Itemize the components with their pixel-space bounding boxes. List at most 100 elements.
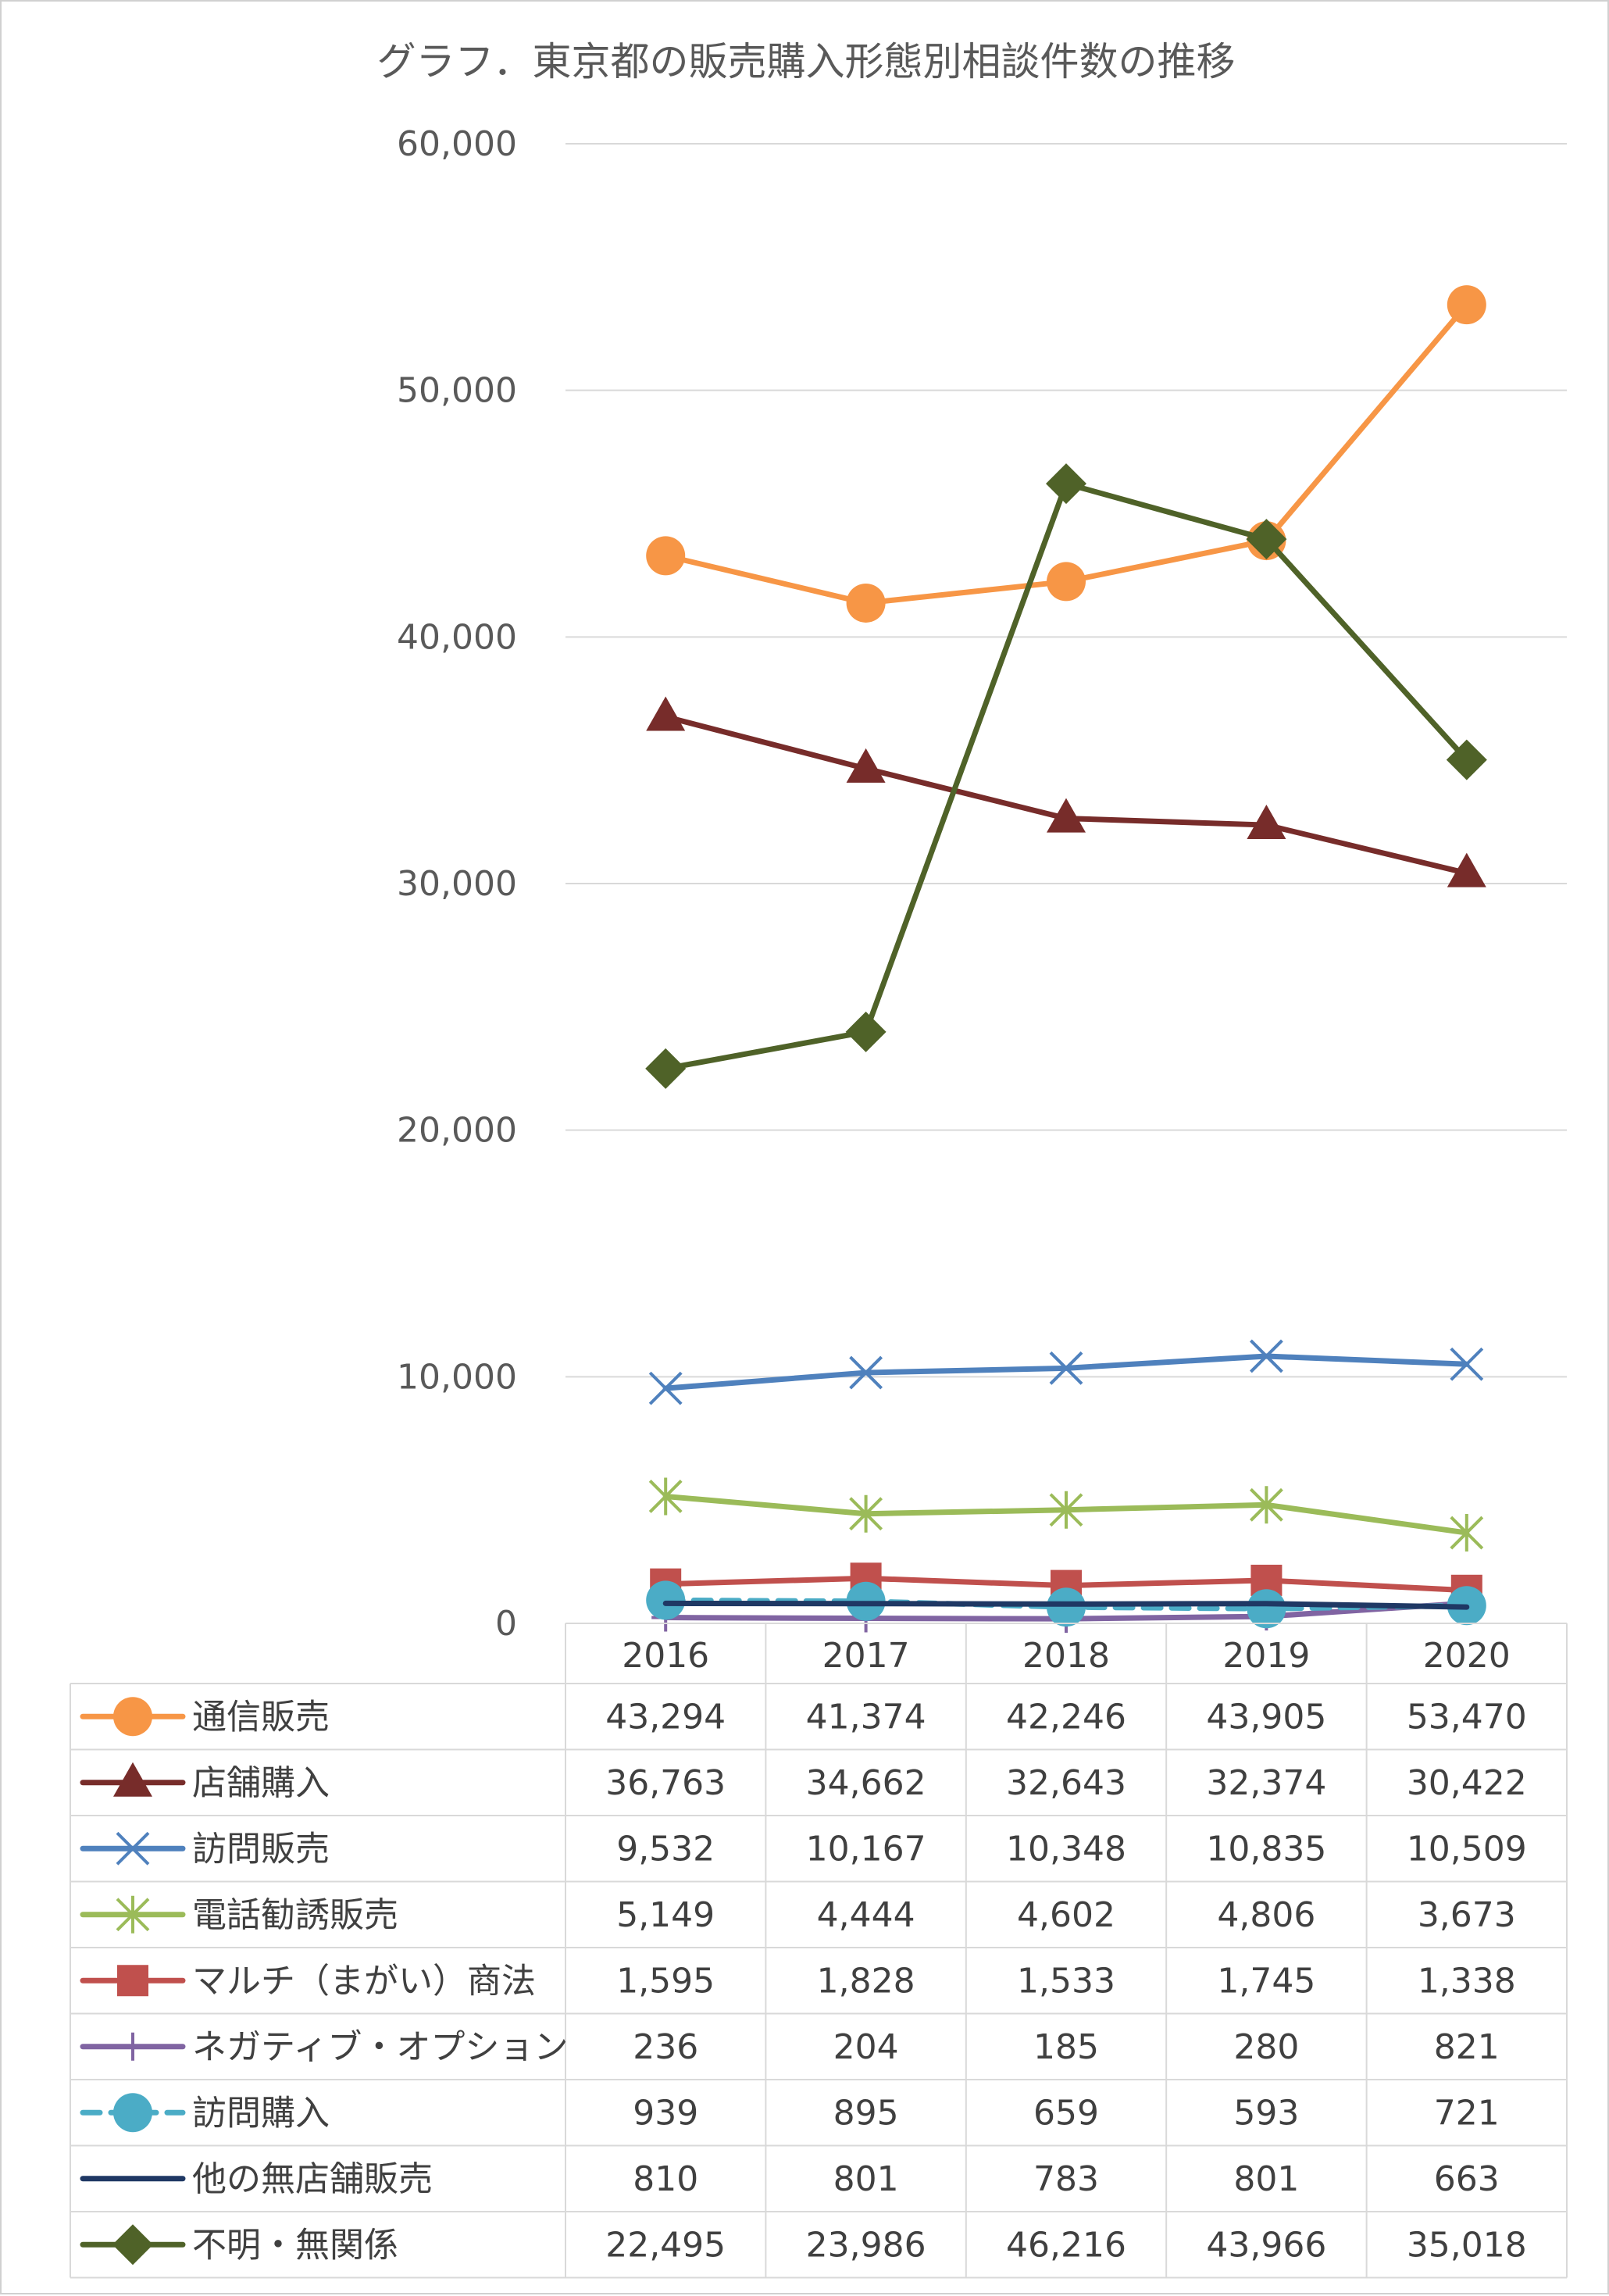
data-label: 821	[1434, 2027, 1500, 2067]
series-line	[662, 302, 1470, 606]
legend-label: 電話勧誘販売	[192, 1895, 398, 1935]
data-label: 43,966	[1206, 2225, 1326, 2265]
legend-key-marker	[113, 1762, 152, 1797]
data-label: 43,905	[1206, 1697, 1326, 1737]
x-tick-label: 2017	[822, 1636, 910, 1676]
data-point	[1450, 1347, 1484, 1381]
data-label: 721	[1434, 2093, 1500, 2133]
y-tick-label: 60,000	[397, 124, 517, 164]
data-point	[645, 1048, 687, 1089]
legend-key-marker	[116, 1831, 150, 1866]
x-tick-label: 2020	[1423, 1636, 1511, 1676]
legend-key-marker	[113, 1697, 152, 1737]
legend-label: ネガティブ・オプション	[192, 2027, 568, 2067]
table-row: 不明・無関係 22,495 23,986 46,216 43,966 35,018	[80, 2224, 1527, 2266]
table-row: 他の無店舗販売 810 801 783 801 663	[80, 2159, 1500, 2199]
data-table: 2016 2017 2018 2019 2020 通信販売 43,294 41,374 42,2…	[70, 1623, 1568, 2279]
data-label: 280	[1233, 2027, 1299, 2067]
series-lines	[645, 285, 1487, 1634]
data-label: 53,470	[1407, 1697, 1527, 1737]
legend-label: 訪問購入	[192, 2093, 330, 2133]
legend-key-marker	[117, 1965, 148, 1997]
data-point	[845, 1011, 887, 1052]
x-tick-label: 2016	[622, 1636, 709, 1676]
data-point	[646, 696, 686, 731]
data-label: 1,533	[1017, 1961, 1115, 2001]
data-point	[648, 1477, 683, 1516]
legend-key-marker	[119, 2032, 147, 2061]
data-label: 41,374	[806, 1697, 926, 1737]
data-label: 659	[1033, 2093, 1099, 2133]
table-row: 通信販売 43,294 41,374 42,246 43,905 53,470	[80, 1697, 1527, 1737]
data-label: 1,595	[616, 1961, 715, 2001]
data-point	[646, 1580, 686, 1620]
data-point	[1447, 285, 1486, 325]
y-tick-label: 50,000	[397, 371, 517, 411]
data-label: 46,216	[1006, 2225, 1126, 2265]
data-label: 10,835	[1206, 1829, 1326, 1869]
data-label: 3,673	[1418, 1895, 1516, 1935]
series-line	[662, 1353, 1470, 1391]
data-label: 663	[1434, 2159, 1500, 2199]
data-label: 30,422	[1407, 1763, 1527, 1803]
series-1	[646, 285, 1486, 623]
data-label: 939	[633, 2093, 698, 2133]
y-tick-label: 40,000	[397, 617, 517, 657]
data-label: 22,495	[605, 2225, 726, 2265]
data-point	[646, 536, 686, 576]
data-label: 5,149	[616, 1895, 715, 1935]
table-row: マルチ（まがい）商法 1,595 1,828 1,533 1,745 1,338	[80, 1961, 1516, 2001]
data-point	[1446, 739, 1487, 780]
series-8	[662, 1600, 1470, 1610]
data-label: 10,509	[1407, 1829, 1527, 1869]
data-point	[1047, 562, 1086, 602]
data-label: 1,828	[817, 1961, 915, 2001]
legend-label: 店舗購入	[192, 1763, 330, 1803]
data-label: 4,806	[1217, 1895, 1315, 1935]
data-point	[648, 1371, 683, 1405]
data-label: 9,532	[616, 1829, 715, 1869]
data-point	[1049, 1491, 1083, 1529]
y-tick-label: 10,000	[397, 1357, 517, 1397]
data-point	[1447, 852, 1486, 887]
legend-key-marker	[116, 1895, 150, 1934]
data-label: 185	[1033, 2027, 1099, 2067]
data-label: 43,294	[605, 1697, 726, 1737]
data-point	[1049, 1351, 1083, 1385]
data-point	[849, 1355, 883, 1390]
legend-label: 訪問販売	[192, 1829, 330, 1869]
data-label: 10,348	[1006, 1829, 1126, 1869]
data-label: 34,662	[806, 1763, 926, 1803]
data-label: 593	[1233, 2093, 1299, 2133]
table-row: 店舗購入 36,763 34,662 32,643 32,374 30,422	[80, 1762, 1527, 1803]
data-label: 36,763	[605, 1763, 726, 1803]
data-point	[1047, 798, 1086, 833]
data-point	[1046, 463, 1086, 505]
table-row: ネガティブ・オプション 236 204 185 280 821	[80, 2027, 1500, 2067]
data-point	[846, 748, 886, 783]
legend-label: 不明・無関係	[192, 2225, 398, 2265]
table-row: 訪問販売 9,532 10,167 10,348 10,835 10,509	[80, 1829, 1527, 1869]
legend-label: マルチ（まがい）商法	[192, 1961, 536, 2001]
table-row: 訪問購入 939 895 659 593 721	[80, 2093, 1500, 2133]
data-label: 1,338	[1418, 1961, 1516, 2001]
y-tick-label: 20,000	[397, 1111, 517, 1151]
data-point	[1450, 1514, 1484, 1552]
data-point	[1247, 805, 1286, 840]
data-label: 895	[833, 2093, 899, 2133]
series-7	[646, 1580, 1486, 1629]
series-line	[662, 1600, 1470, 1610]
data-label: 10,167	[806, 1829, 926, 1869]
series-line	[662, 714, 1470, 877]
data-label: 783	[1033, 2159, 1099, 2199]
data-label: 801	[1233, 2159, 1299, 2199]
x-tick-label: 2018	[1022, 1636, 1110, 1676]
data-label: 204	[833, 2027, 899, 2067]
y-tick-label: 30,000	[397, 864, 517, 904]
data-point	[1047, 1587, 1086, 1627]
table-row: 電話勧誘販売 5,149 4,444 4,602 4,806 3,673	[80, 1895, 1516, 1935]
series-3	[648, 1339, 1484, 1405]
data-point	[1246, 519, 1287, 560]
data-point	[849, 1494, 883, 1533]
